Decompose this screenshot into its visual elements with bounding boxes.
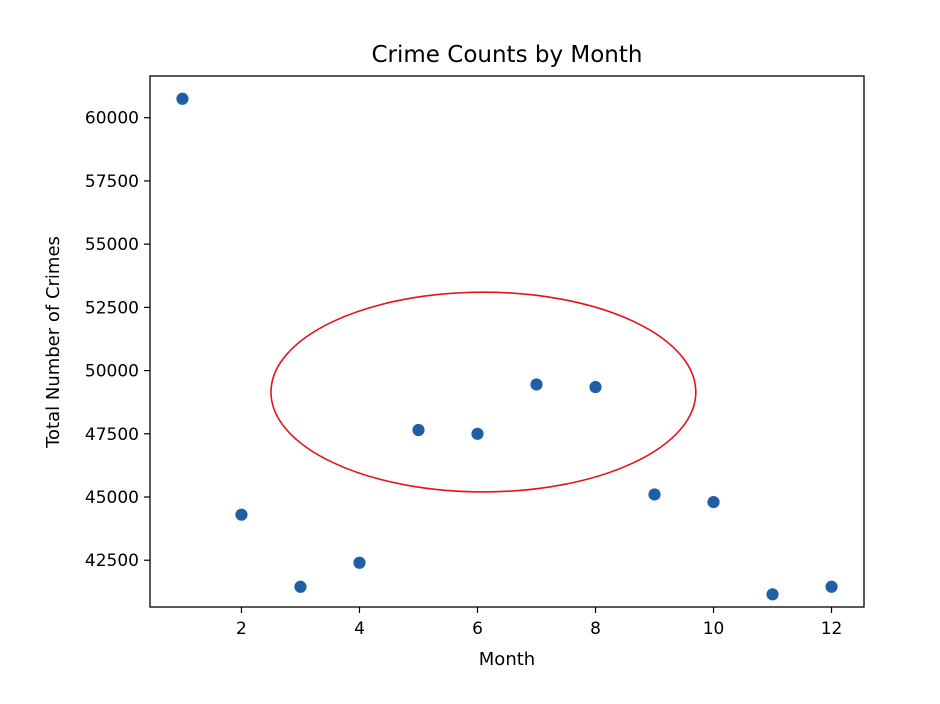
data-point [470,426,485,441]
y-tick-label: 42500 [85,551,139,571]
data-point [234,507,249,522]
y-tick-label: 57500 [85,172,139,192]
y-tick-label: 45000 [85,488,139,508]
chart-title: Crime Counts by Month [372,42,643,68]
plot-area: 2 4 6 8 10 12 42500 45000 47500 50000 52500 55000 57… [85,75,865,639]
data-point [824,579,839,594]
data-point [588,380,603,394]
x-axis-label: Month [479,649,535,670]
data-point [529,377,544,392]
data-point [706,495,721,509]
x-tick-label: 12 [821,619,843,639]
y-tick-label: 55000 [85,235,139,255]
y-tick-label: 50000 [85,362,139,382]
data-point [175,91,190,106]
x-tick-label: 6 [472,619,483,639]
x-tick-label: 10 [703,619,725,639]
data-point [765,587,780,602]
y-axis-label: Total Number of Crimes [43,236,64,449]
highlight-ellipse [270,291,697,493]
data-point [411,423,426,437]
data-point [647,487,662,502]
y-tick-label: 60000 [85,109,139,129]
y-tick-label: 47500 [85,425,139,445]
x-tick-label: 8 [590,619,601,639]
x-tick-label: 4 [354,619,365,639]
x-tick-label: 2 [236,619,247,639]
y-tick-label: 52500 [85,298,139,318]
data-point [352,555,367,570]
axes-frame [149,75,865,608]
data-point [293,579,308,594]
